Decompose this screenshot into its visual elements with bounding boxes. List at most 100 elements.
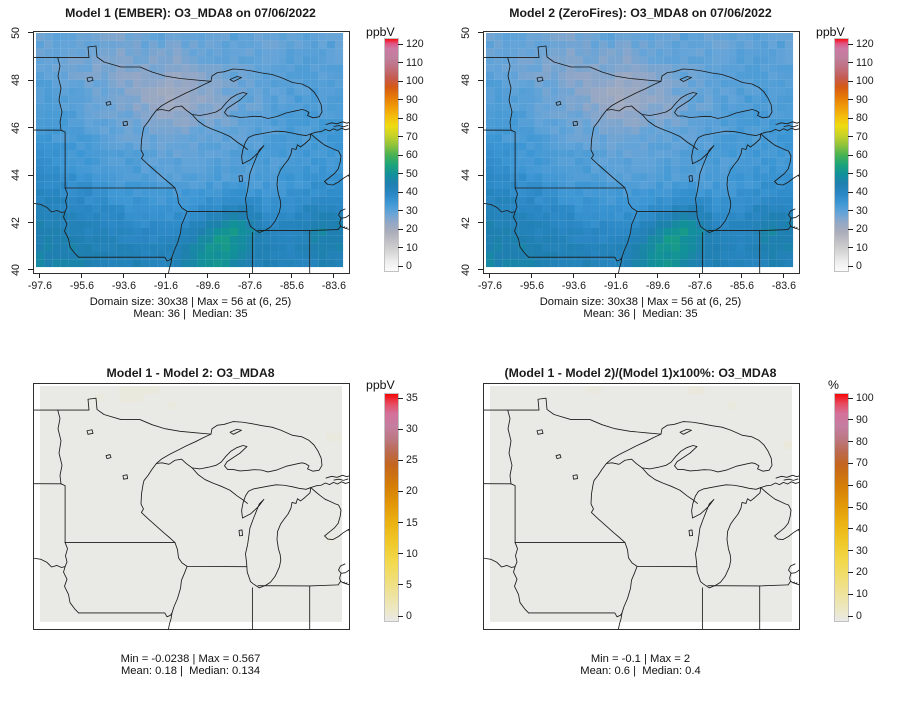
colorbar-tick-label: 70 [406,130,418,143]
colorbar-tick-mark [847,173,853,174]
colorbar-tick-mark [397,173,403,174]
colorbar-tick-label: 30 [406,204,418,217]
colorbar-tick-label: 90 [856,413,868,426]
colorbar-tick-mark [847,80,853,82]
panel-title: Model 2 (ZeroFires): O3_MDA8 on 07/06/20… [509,6,772,20]
colorbar-tick-mark [397,553,403,555]
heatmap-cells [36,33,344,268]
x-axis-tick-label: -97.6 [477,280,502,292]
colorbar-unit-label: ppbV [366,378,395,392]
colorbar-tick-mark [397,191,403,193]
x-axis-tick-mark [39,273,41,278]
heatmap-cells [490,386,792,622]
colorbar-tick-label: 80 [406,112,418,124]
x-axis-tick-mark [699,273,701,278]
colorbar-tick-mark [847,484,853,486]
colorbar-tick-mark [847,441,853,443]
colorbar-tick-label: 0 [856,610,862,622]
colorbar-ticks: 0 10 20 30 40 50 60 70 80 90 100 110 120 [397,0,449,353]
x-axis-tick-mark [741,273,743,278]
colorbar-tick-label: 80 [856,112,868,124]
colorbar-tick-label: 70 [856,130,868,143]
map-plot-area [483,383,800,630]
colorbar-tick-label: 90 [856,93,868,106]
x-axis-tick-mark [81,273,83,278]
colorbar-tick-mark [847,117,853,119]
panel-title: Model 1 - Model 2: O3_MDA8 [106,366,275,380]
y-axis-tick-label: 44 [10,169,22,181]
colorbar-tick-label: 0 [406,260,412,272]
y-axis-tick-mark [28,79,33,81]
y-axis-tick-mark [478,79,483,81]
longitude-axis: -97.6 -95.6 -93.6 -91.6 -89.6 -87.6 -85.6 -83.6 [28,273,348,295]
colorbar-tick-label: 120 [406,38,424,50]
x-axis-tick-mark [165,273,167,278]
colorbar-gradient [834,393,849,622]
colorbar-tick-label: 30 [856,544,868,557]
heatmap-cells [40,386,342,622]
colorbar-tick-label: 50 [856,167,868,180]
colorbar-tick-mark [847,397,853,399]
x-axis-tick-label: -87.6 [237,280,262,292]
colorbar-tick-label: 90 [406,93,418,106]
colorbar-tick-mark [847,210,853,211]
colorbar-tick-mark [397,43,403,45]
colorbar-tick-mark [847,615,853,617]
x-axis-tick-label: -97.6 [27,280,52,292]
x-axis-tick-label: -89.6 [645,280,670,292]
colorbar-unit-label: ppbV [816,25,845,39]
colorbar-tick-label: 35 [406,392,418,404]
map-canvas [484,386,799,629]
colorbar-unit-label: ppbV [366,25,395,39]
colorbar-tick-label: 100 [856,392,874,404]
colorbar-tick-mark [397,154,403,156]
colorbar-tick-mark [847,265,853,267]
map-plot-area [33,31,350,274]
x-axis-tick-mark [249,273,251,278]
x-axis-tick-mark [783,273,785,278]
map-canvas [484,33,799,273]
y-axis-tick-mark [478,222,483,223]
colorbar-tick-mark [397,210,403,211]
colorbar-tick-mark [397,490,403,492]
stats-annotation-line1: Min = -0.0238 | Max = 0.567 [120,653,261,665]
colorbar-tick-mark [847,99,853,100]
colorbar-tick-mark [397,584,403,586]
colorbar-tick-mark [397,265,403,267]
x-axis-tick-label: -83.6 [771,280,796,292]
colorbar-tick-mark [847,136,853,137]
colorbar-tick-label: 10 [406,241,418,254]
colorbar-tick-mark [397,99,403,100]
colorbar-tick-label: 40 [856,522,868,535]
x-axis-tick-label: -89.6 [195,280,220,292]
x-axis-tick-mark [123,273,125,278]
colorbar-tick-mark [847,228,853,230]
y-axis-tick-mark [478,174,483,176]
colorbar-tick-label: 50 [406,167,418,180]
colorbar-tick-label: 20 [856,566,868,579]
x-axis-tick-label: -91.6 [153,280,178,292]
colorbar-tick-label: 120 [856,38,874,50]
colorbar-tick-label: 30 [856,204,868,217]
colorbar-tick-label: 60 [856,149,868,161]
colorbar-tick-label: 100 [856,75,874,87]
colorbar-tick-mark [847,154,853,156]
colorbar-tick-label: 10 [856,241,868,254]
colorbar-tick-mark [847,62,853,63]
map-canvas [34,33,349,273]
colorbar-tick-label: 0 [856,260,862,272]
colorbar-ticks: 0 10 20 30 40 50 60 70 80 90 100 [847,353,899,706]
colorbar-tick-label: 30 [406,423,418,436]
colorbar-tick-label: 10 [406,547,418,560]
colorbar-tick-label: 40 [406,186,418,198]
colorbar-tick-label: 110 [856,56,873,69]
stats-annotation-line2: Mean: 0.6 | Median: 0.4 [580,665,701,677]
x-axis-tick-mark [531,273,533,278]
colorbar-tick-label: 10 [856,588,868,601]
y-axis-tick-label: 40 [460,264,472,276]
x-axis-tick-mark [489,273,491,278]
panel-percent-difference: (Model 1 - Model 2)/(Model 1)x100%: O3_M… [450,353,900,706]
stats-annotation-line1: Domain size: 30x38 | Max = 56 at (6, 25) [89,296,292,308]
y-axis-tick-label: 48 [460,74,472,87]
